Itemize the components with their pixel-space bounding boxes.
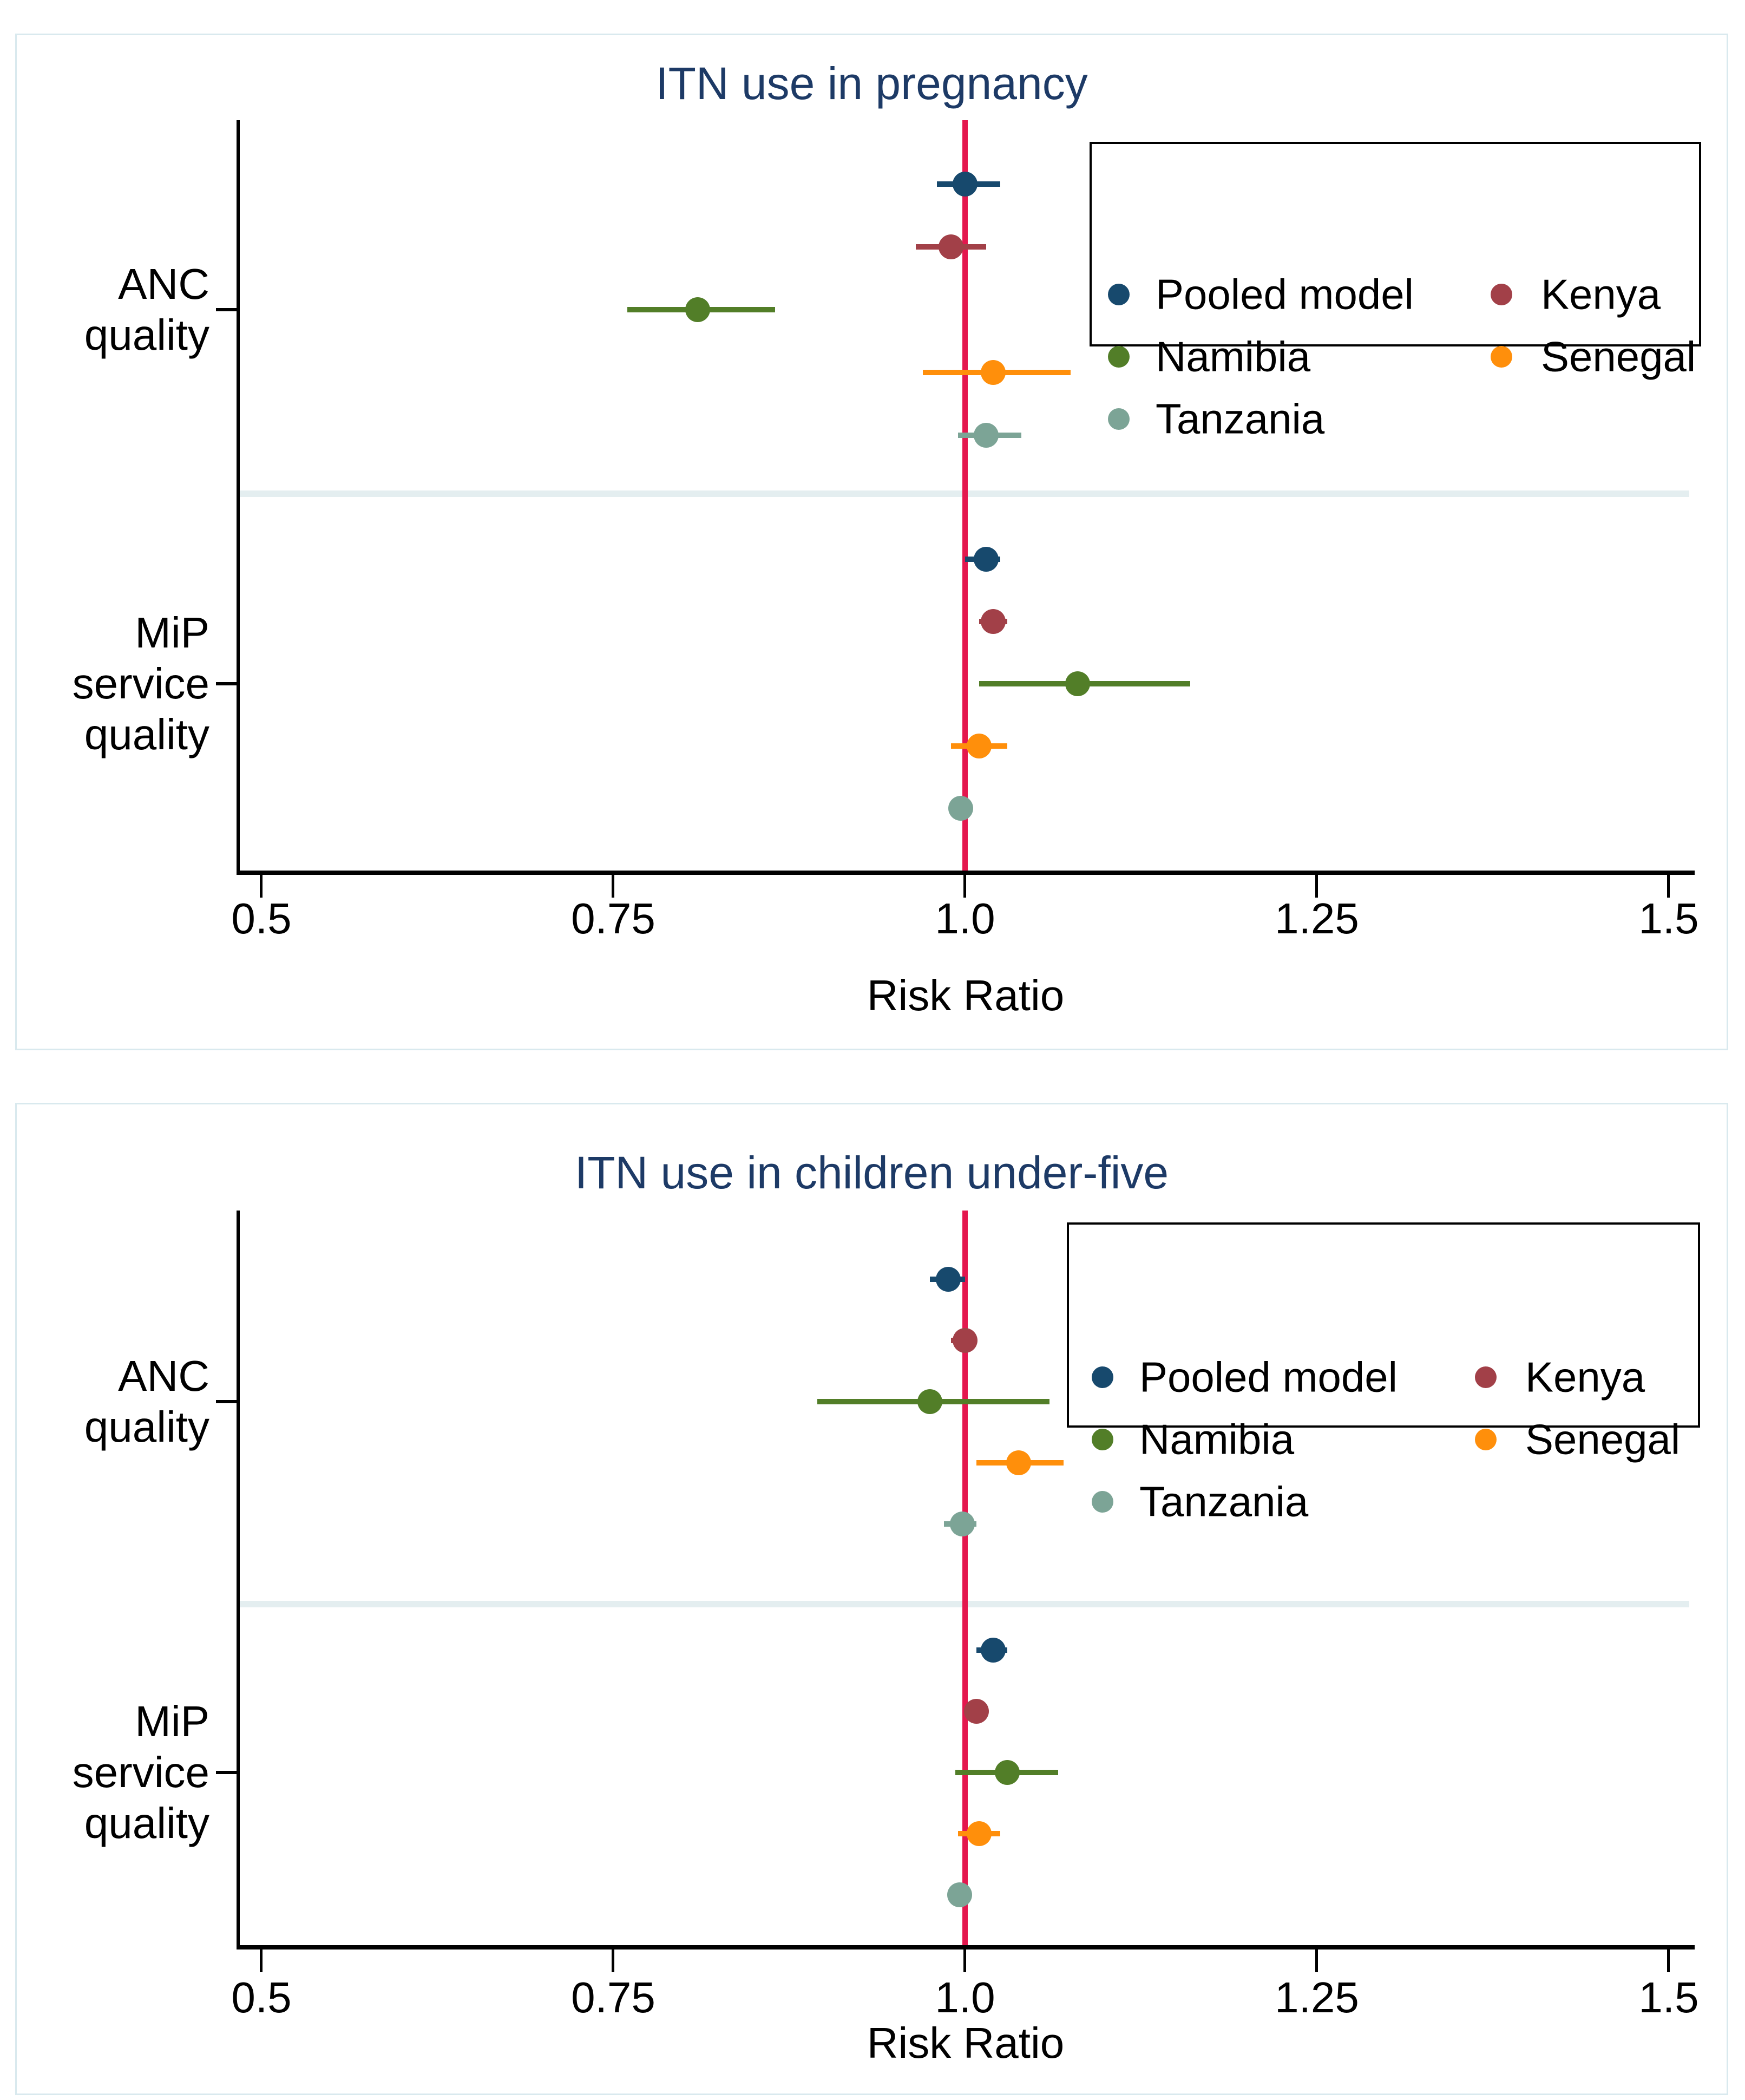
legend-marker-tanzania bbox=[1092, 1491, 1113, 1513]
x-axis-title: Risk Ratio bbox=[867, 2019, 1065, 2067]
x-axis bbox=[237, 871, 1695, 875]
x-axis-tick bbox=[612, 1949, 614, 1972]
legend-label-senegal: Senegal bbox=[1541, 332, 1696, 381]
point-estimate-tanzania bbox=[949, 1512, 975, 1536]
point-estimate-senegal bbox=[1006, 1450, 1031, 1475]
chart-title: ITN use in pregnancy bbox=[655, 58, 1088, 109]
category-label: ANC quality bbox=[17, 1351, 209, 1453]
x-axis-tick bbox=[1315, 1949, 1318, 1972]
y-axis-tick bbox=[216, 1400, 237, 1403]
legend-box: Pooled model Kenya Namibia Senegal Tanzania bbox=[1067, 1222, 1700, 1526]
x-axis-tick bbox=[1667, 875, 1670, 898]
category-label-line: quality bbox=[84, 311, 209, 359]
point-estimate-kenya bbox=[963, 1699, 989, 1724]
x-axis-tick bbox=[963, 1949, 966, 1972]
category-label-line: ANC bbox=[118, 260, 209, 308]
legend-label-senegal: Senegal bbox=[1525, 1415, 1681, 1463]
chart-title: ITN use in children under-five bbox=[574, 1147, 1169, 1198]
x-axis-tick bbox=[260, 875, 263, 898]
point-estimate-namibia bbox=[1065, 671, 1090, 696]
legend-marker-namibia bbox=[1092, 1429, 1113, 1450]
chart-itn-pregnancy: ITN use in pregnancy 0.5 0.75 1.0 1.25 1.5 Ris… bbox=[15, 34, 1728, 1050]
x-axis-tick-label: 1.25 bbox=[1275, 1973, 1359, 2022]
point-estimate-kenya bbox=[953, 1328, 978, 1353]
x-axis-tick-label: 1.5 bbox=[1638, 894, 1699, 943]
legend-marker-tanzania bbox=[1108, 408, 1130, 430]
legend-marker-namibia bbox=[1108, 346, 1130, 368]
legend-marker-kenya bbox=[1491, 284, 1512, 305]
legend-label-kenya: Kenya bbox=[1541, 270, 1661, 318]
category-label: MiP service quality bbox=[17, 1696, 209, 1849]
x-axis-tick-label: 0.75 bbox=[571, 894, 655, 943]
category-label-line: quality bbox=[84, 1403, 209, 1451]
legend-label-tanzania: Tanzania bbox=[1139, 1477, 1309, 1526]
category-label-line: quality bbox=[84, 1799, 209, 1847]
category-label-line: MiP bbox=[135, 1697, 209, 1745]
point-estimate-kenya bbox=[939, 234, 963, 259]
point-estimate-tanzania bbox=[974, 423, 999, 448]
point-estimate-senegal bbox=[967, 734, 992, 758]
x-axis-tick-label: 0.5 bbox=[231, 894, 292, 943]
legend-label-tanzania: Tanzania bbox=[1156, 395, 1325, 443]
category-label-line: service bbox=[72, 659, 209, 708]
y-axis-tick bbox=[216, 682, 237, 685]
y-axis bbox=[237, 1211, 240, 1945]
chart-itn-children: ITN use in children under-five 0.5 0.75 1.0… bbox=[15, 1103, 1728, 2095]
x-axis-tick-label: 1.25 bbox=[1275, 894, 1359, 943]
point-estimate-pooled-model bbox=[935, 1267, 961, 1292]
point-estimate-pooled-model bbox=[953, 172, 978, 197]
legend-label-namibia: Namibia bbox=[1139, 1415, 1295, 1463]
legend-marker-pooled-model bbox=[1108, 284, 1130, 305]
x-axis-tick bbox=[260, 1949, 263, 1972]
category-label-line: ANC bbox=[118, 1352, 209, 1400]
category-label-line: MiP bbox=[135, 609, 209, 657]
x-axis-tick bbox=[963, 875, 966, 898]
point-estimate-kenya bbox=[981, 609, 1006, 634]
point-estimate-pooled-model bbox=[974, 547, 999, 572]
point-estimate-senegal bbox=[981, 360, 1006, 385]
category-label-line: quality bbox=[84, 710, 209, 758]
point-estimate-tanzania bbox=[948, 796, 974, 821]
reference-line bbox=[962, 1211, 968, 1945]
x-axis-tick-label: 1.0 bbox=[935, 894, 995, 943]
legend-label-pooled-model: Pooled model bbox=[1156, 270, 1414, 318]
point-estimate-namibia bbox=[995, 1760, 1020, 1785]
x-axis-tick-label: 1.5 bbox=[1638, 1973, 1699, 2022]
point-estimate-senegal bbox=[967, 1821, 992, 1846]
y-axis-tick bbox=[216, 1771, 237, 1774]
x-axis-tick bbox=[612, 875, 614, 898]
point-estimate-tanzania bbox=[947, 1882, 972, 1907]
legend-marker-senegal bbox=[1475, 1429, 1497, 1450]
point-estimate-namibia bbox=[917, 1389, 942, 1414]
legend-label-kenya: Kenya bbox=[1525, 1353, 1645, 1401]
point-estimate-namibia bbox=[685, 297, 710, 322]
legend-box: Pooled model Kenya Namibia Senegal Tanzania bbox=[1090, 142, 1701, 443]
x-axis-tick-label: 0.75 bbox=[571, 1973, 655, 2022]
category-label-line: service bbox=[72, 1748, 209, 1796]
point-estimate-pooled-model bbox=[981, 1638, 1006, 1663]
x-axis bbox=[237, 1945, 1695, 1949]
x-axis-tick bbox=[1667, 1949, 1670, 1972]
x-axis-title: Risk Ratio bbox=[867, 971, 1065, 1019]
legend-marker-kenya bbox=[1475, 1366, 1497, 1388]
x-axis-tick bbox=[1315, 875, 1318, 898]
y-axis bbox=[237, 120, 240, 871]
y-axis-tick bbox=[216, 308, 237, 311]
category-label: MiP service quality bbox=[17, 607, 209, 760]
legend-marker-pooled-model bbox=[1092, 1366, 1113, 1388]
legend-marker-senegal bbox=[1491, 346, 1512, 368]
x-axis-tick-label: 0.5 bbox=[231, 1973, 292, 2022]
reference-line bbox=[962, 120, 968, 871]
x-axis-tick-label: 1.0 bbox=[935, 1973, 995, 2022]
legend-label-namibia: Namibia bbox=[1156, 332, 1311, 381]
legend-label-pooled-model: Pooled model bbox=[1139, 1353, 1398, 1401]
category-label: ANC quality bbox=[17, 259, 209, 361]
